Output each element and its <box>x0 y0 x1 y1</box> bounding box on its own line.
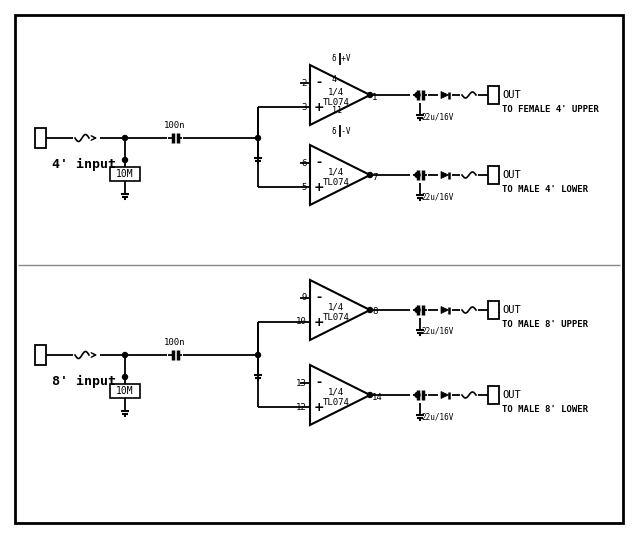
Text: 13: 13 <box>296 378 307 388</box>
Text: TO MALE 8' LOWER: TO MALE 8' LOWER <box>502 405 588 414</box>
Circle shape <box>367 172 373 177</box>
Text: 10M: 10M <box>116 386 134 396</box>
Text: -: - <box>316 76 321 89</box>
Circle shape <box>256 135 261 141</box>
Text: 1/4
TL074: 1/4 TL074 <box>323 302 350 322</box>
Bar <box>110 167 140 181</box>
Text: OUT: OUT <box>502 90 521 100</box>
Bar <box>488 386 499 404</box>
Circle shape <box>123 353 128 357</box>
Circle shape <box>415 172 420 177</box>
Circle shape <box>415 93 420 98</box>
Text: 100n: 100n <box>164 338 186 347</box>
Bar <box>488 86 499 104</box>
Text: -: - <box>316 156 321 169</box>
Polygon shape <box>441 307 449 314</box>
Text: +: + <box>314 401 325 414</box>
Bar <box>110 384 140 398</box>
Text: 1: 1 <box>372 93 378 101</box>
Polygon shape <box>441 92 449 99</box>
Text: OUT: OUT <box>502 170 521 180</box>
Text: +: + <box>314 316 325 329</box>
Text: δ +V: δ +V <box>332 54 351 63</box>
Text: +: + <box>314 181 325 194</box>
Text: +: + <box>314 101 325 114</box>
Text: 22u/16V: 22u/16V <box>421 192 454 201</box>
Text: 4: 4 <box>332 75 337 84</box>
Circle shape <box>367 308 373 313</box>
Text: 22u/16V: 22u/16V <box>421 412 454 421</box>
Text: 22u/16V: 22u/16V <box>421 112 454 121</box>
Circle shape <box>123 157 128 162</box>
Text: 22u/16V: 22u/16V <box>421 327 454 336</box>
Text: 5: 5 <box>302 183 307 191</box>
Circle shape <box>415 392 420 397</box>
Bar <box>35 345 46 365</box>
Text: OUT: OUT <box>502 305 521 315</box>
Text: 10: 10 <box>296 317 307 327</box>
Circle shape <box>367 93 373 98</box>
Text: 10M: 10M <box>116 169 134 179</box>
Text: 4' input: 4' input <box>52 158 116 171</box>
Text: 12: 12 <box>296 403 307 411</box>
Text: 14: 14 <box>372 392 383 402</box>
Text: 9: 9 <box>302 294 307 302</box>
Circle shape <box>415 308 420 313</box>
Polygon shape <box>441 171 449 178</box>
Text: 7: 7 <box>372 172 378 182</box>
Text: 2: 2 <box>302 79 307 87</box>
Text: 6: 6 <box>302 158 307 168</box>
Circle shape <box>123 375 128 379</box>
Text: -: - <box>316 376 321 389</box>
Bar <box>35 128 46 148</box>
Text: 1/4
TL074: 1/4 TL074 <box>323 388 350 407</box>
Text: 3: 3 <box>302 102 307 112</box>
Text: 8: 8 <box>372 308 378 316</box>
Text: 100n: 100n <box>164 121 186 130</box>
Text: -: - <box>316 291 321 304</box>
Circle shape <box>123 135 128 141</box>
Text: 1/4
TL074: 1/4 TL074 <box>323 167 350 186</box>
Text: 8' input: 8' input <box>52 375 116 388</box>
Polygon shape <box>441 391 449 398</box>
Text: 1/4
TL074: 1/4 TL074 <box>323 87 350 107</box>
Circle shape <box>367 392 373 397</box>
Text: OUT: OUT <box>502 390 521 400</box>
Bar <box>488 301 499 319</box>
Circle shape <box>256 353 261 357</box>
Text: TO FEMALE 4' UPPER: TO FEMALE 4' UPPER <box>502 105 599 114</box>
Bar <box>488 166 499 184</box>
Text: 11: 11 <box>332 106 342 115</box>
Text: TO MALE 4' LOWER: TO MALE 4' LOWER <box>502 185 588 194</box>
Text: TO MALE 8' UPPER: TO MALE 8' UPPER <box>502 320 588 329</box>
Text: δ -V: δ -V <box>332 127 351 136</box>
